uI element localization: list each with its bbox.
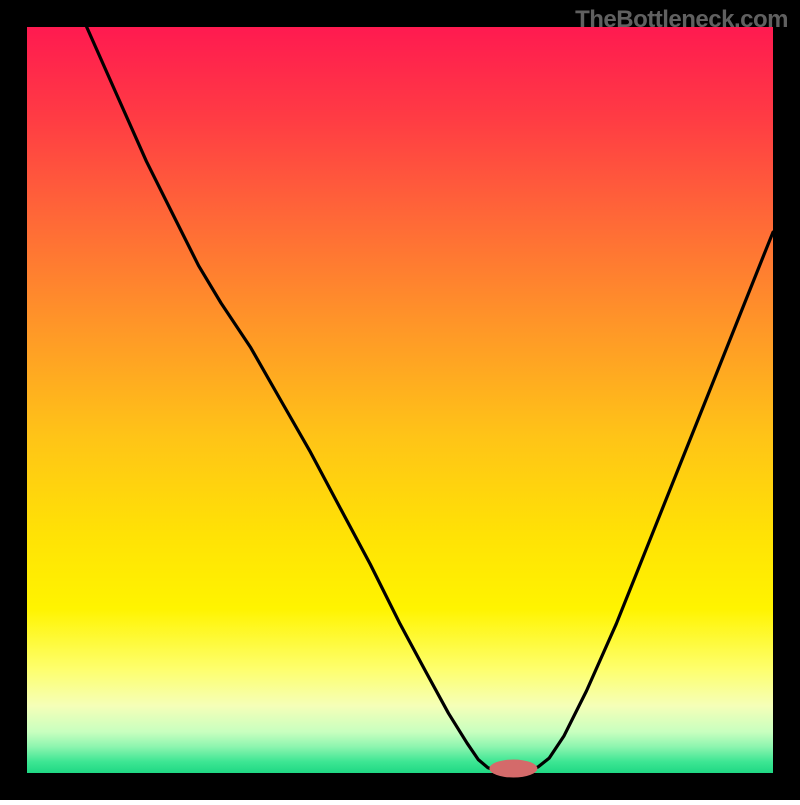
- plot-area-gradient: [27, 27, 773, 773]
- chart-svg: [0, 0, 800, 800]
- optimal-marker: [489, 760, 537, 778]
- bottleneck-chart: TheBottleneck.com: [0, 0, 800, 800]
- watermark-text: TheBottleneck.com: [575, 6, 788, 34]
